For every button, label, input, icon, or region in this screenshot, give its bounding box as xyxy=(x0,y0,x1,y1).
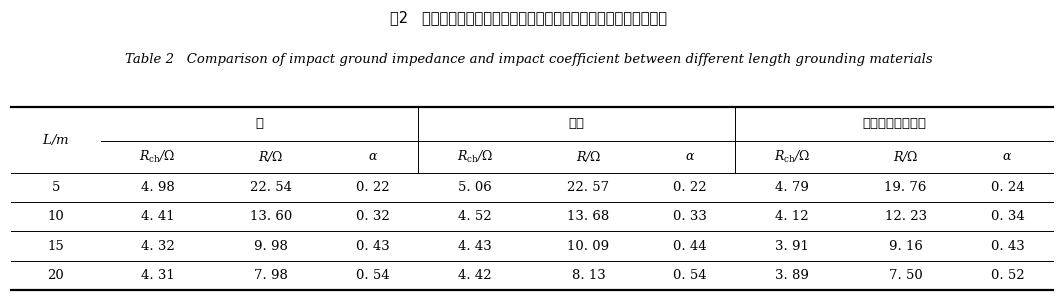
Text: 10: 10 xyxy=(48,210,65,223)
Text: 0. 44: 0. 44 xyxy=(674,239,707,252)
Text: 0. 33: 0. 33 xyxy=(673,210,707,223)
Text: 15: 15 xyxy=(48,239,65,252)
Text: 铜: 铜 xyxy=(256,117,263,130)
Text: $\alpha$: $\alpha$ xyxy=(368,150,378,163)
Text: 7. 98: 7. 98 xyxy=(254,269,288,282)
Text: 3. 89: 3. 89 xyxy=(776,269,809,282)
Text: $L$/m: $L$/m xyxy=(42,132,69,147)
Text: 5. 06: 5. 06 xyxy=(458,181,492,194)
Text: 9. 98: 9. 98 xyxy=(254,239,288,252)
Text: 4. 43: 4. 43 xyxy=(458,239,492,252)
Text: 0. 34: 0. 34 xyxy=(990,210,1024,223)
Text: $R$/$\Omega$: $R$/$\Omega$ xyxy=(893,149,918,164)
Text: 13. 68: 13. 68 xyxy=(567,210,609,223)
Text: 4. 32: 4. 32 xyxy=(141,239,175,252)
Text: 20: 20 xyxy=(48,269,65,282)
Text: $\alpha$: $\alpha$ xyxy=(686,150,695,163)
Text: 4. 52: 4. 52 xyxy=(458,210,492,223)
Text: 7. 50: 7. 50 xyxy=(889,269,923,282)
Text: 表2   不同长度接地材料在不同长度下的冲击接地阻抗及冲击系数对比: 表2 不同长度接地材料在不同长度下的冲击接地阻抗及冲击系数对比 xyxy=(390,10,668,25)
Text: $R$/$\Omega$: $R$/$\Omega$ xyxy=(258,149,284,164)
Text: $R$/$\Omega$: $R$/$\Omega$ xyxy=(576,149,601,164)
Text: 13. 60: 13. 60 xyxy=(250,210,292,223)
Text: 石墨复合接地材料: 石墨复合接地材料 xyxy=(862,117,926,130)
Text: 5: 5 xyxy=(52,181,60,194)
Text: 4. 31: 4. 31 xyxy=(141,269,175,282)
Text: 4. 12: 4. 12 xyxy=(776,210,809,223)
Text: $R_\mathrm{ch}$/$\Omega$: $R_\mathrm{ch}$/$\Omega$ xyxy=(140,149,176,165)
Text: 22. 54: 22. 54 xyxy=(250,181,292,194)
Text: $R_\mathrm{ch}$/$\Omega$: $R_\mathrm{ch}$/$\Omega$ xyxy=(774,149,810,165)
Text: 0. 32: 0. 32 xyxy=(357,210,390,223)
Text: 0. 54: 0. 54 xyxy=(357,269,389,282)
Text: 0. 43: 0. 43 xyxy=(990,239,1024,252)
Text: 22. 57: 22. 57 xyxy=(567,181,609,194)
Text: 4. 98: 4. 98 xyxy=(141,181,175,194)
Text: $R_\mathrm{ch}$/$\Omega$: $R_\mathrm{ch}$/$\Omega$ xyxy=(457,149,493,165)
Text: 0. 54: 0. 54 xyxy=(674,269,707,282)
Text: 4. 79: 4. 79 xyxy=(776,181,809,194)
Text: 19. 76: 19. 76 xyxy=(884,181,927,194)
Text: 8. 13: 8. 13 xyxy=(571,269,605,282)
Text: 9. 16: 9. 16 xyxy=(889,239,923,252)
Text: $\alpha$: $\alpha$ xyxy=(1003,150,1013,163)
Text: 0. 22: 0. 22 xyxy=(357,181,389,194)
Text: Table 2   Comparison of impact ground impedance and impact coefficient between d: Table 2 Comparison of impact ground impe… xyxy=(125,53,933,66)
Text: 0. 24: 0. 24 xyxy=(990,181,1024,194)
Text: 10. 09: 10. 09 xyxy=(567,239,609,252)
Text: 0. 52: 0. 52 xyxy=(990,269,1024,282)
Text: 0. 43: 0. 43 xyxy=(357,239,390,252)
Text: 0. 22: 0. 22 xyxy=(674,181,707,194)
Text: 12. 23: 12. 23 xyxy=(884,210,927,223)
Text: 圆钢: 圆钢 xyxy=(569,117,585,130)
Text: 4. 41: 4. 41 xyxy=(141,210,175,223)
Text: 4. 42: 4. 42 xyxy=(458,269,492,282)
Text: 3. 91: 3. 91 xyxy=(776,239,809,252)
